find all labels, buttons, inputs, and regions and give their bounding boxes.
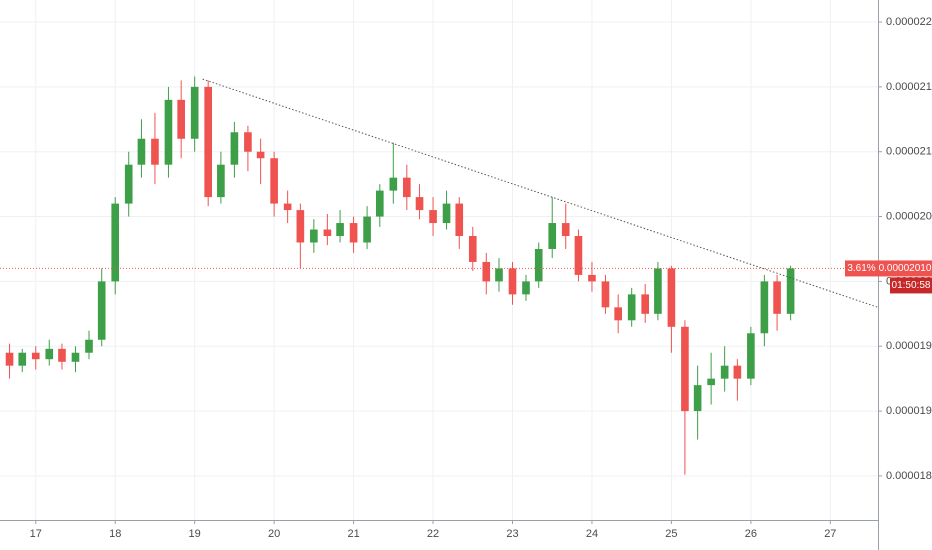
- candle-body: [256, 151, 265, 159]
- candle-body: [601, 281, 610, 308]
- candle-body: [363, 216, 371, 243]
- candle-body: [760, 281, 769, 334]
- candle-body: [495, 268, 503, 282]
- x-tick-label: 27: [824, 528, 836, 540]
- y-tick-label: 0.00001950: [886, 340, 932, 352]
- change-badge: [845, 260, 878, 277]
- candle-body: [442, 203, 451, 224]
- candle-body: [415, 197, 424, 211]
- candle-body: [296, 210, 305, 243]
- candle-body: [85, 339, 93, 353]
- candle-body: [177, 99, 185, 139]
- candle-body: [190, 86, 199, 139]
- candle-body: [336, 223, 344, 237]
- candle-body: [614, 307, 622, 321]
- candle-body: [230, 132, 239, 165]
- candle-body: [720, 365, 729, 379]
- y-tick-label: 0.00002050: [886, 210, 932, 222]
- price-badge: [878, 260, 932, 277]
- candle-body: [455, 203, 464, 237]
- candle-body: [323, 229, 332, 237]
- x-tick-label: 24: [586, 528, 598, 540]
- y-tick-label: 0.00001900: [886, 405, 932, 417]
- candle-body: [349, 223, 358, 243]
- candle-body: [786, 268, 795, 314]
- candle-body: [270, 158, 278, 204]
- candle-body: [58, 348, 66, 362]
- candle-body: [707, 378, 715, 386]
- y-tick-label: 0.00002200: [886, 16, 932, 28]
- candle-body: [561, 223, 570, 237]
- candle-body: [403, 177, 411, 198]
- countdown-badge: [890, 277, 932, 294]
- y-tick-label: 0.00001850: [886, 470, 932, 482]
- candle-body: [747, 333, 755, 379]
- candle-body: [244, 132, 252, 152]
- candle-body: [164, 99, 173, 165]
- x-tick-label: 18: [109, 528, 121, 540]
- candle-body: [522, 281, 530, 295]
- candle-body: [217, 164, 225, 198]
- y-tick-label: 0.00002100: [886, 146, 932, 158]
- change-label: 3.61%: [847, 263, 875, 274]
- x-tick-label: 25: [665, 528, 677, 540]
- price-label: 0.00002010: [879, 263, 932, 274]
- candle-body: [667, 268, 676, 327]
- candle-body: [534, 248, 543, 282]
- candle-body: [654, 268, 662, 314]
- candle-body: [124, 164, 133, 204]
- candle-body: [508, 268, 517, 295]
- x-tick-label: 17: [30, 528, 42, 540]
- candle-body: [45, 348, 54, 360]
- candle-body: [733, 365, 742, 379]
- x-tick-label: 21: [347, 528, 359, 540]
- candle-body: [5, 352, 14, 366]
- x-tick-label: 23: [506, 528, 518, 540]
- candle-body: [627, 294, 636, 321]
- candle-body: [204, 86, 212, 198]
- candle-body: [71, 352, 80, 362]
- x-tick-label: 19: [189, 528, 201, 540]
- candle-body: [310, 229, 318, 243]
- candle-body: [375, 190, 384, 217]
- candle-body: [641, 294, 650, 314]
- candle-body: [283, 203, 292, 211]
- candle-body: [151, 138, 159, 165]
- candle-body: [681, 326, 689, 412]
- x-tick-label: 20: [268, 528, 280, 540]
- candle-body: [693, 385, 702, 412]
- x-tick-label: 26: [745, 528, 757, 540]
- candle-body: [137, 138, 146, 165]
- candle-body: [389, 177, 398, 191]
- candle-body: [31, 352, 40, 360]
- candle-body: [482, 261, 491, 282]
- candle-body: [18, 352, 27, 366]
- countdown-label: 01:50:58: [892, 280, 931, 291]
- candle-body: [588, 274, 596, 282]
- x-tick-label: 22: [427, 528, 439, 540]
- candle-body: [574, 236, 583, 275]
- candle-body: [111, 203, 120, 282]
- candle-body: [468, 236, 477, 262]
- candle-body: [548, 223, 557, 249]
- y-tick-label: 0.00002150: [886, 81, 932, 93]
- candle-body: [773, 281, 781, 314]
- candle-body: [429, 210, 437, 224]
- candle-body: [97, 281, 106, 340]
